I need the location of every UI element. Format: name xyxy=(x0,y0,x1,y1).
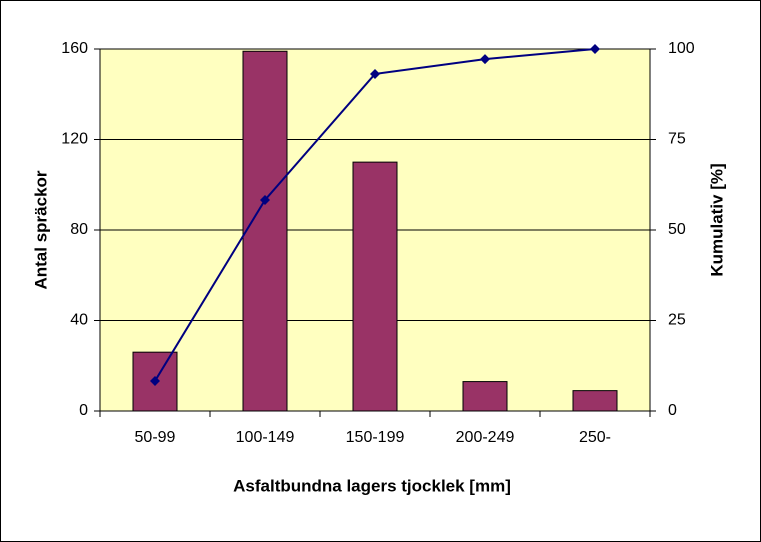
y2-tick-label: 50 xyxy=(668,221,686,238)
x-tick-label: 150-199 xyxy=(346,429,405,446)
y2-tick-label: 25 xyxy=(668,312,686,329)
marker xyxy=(480,54,490,65)
marker xyxy=(370,68,380,79)
y-axis-title: Antal spräckor xyxy=(31,170,50,289)
y-tick-label: 80 xyxy=(70,221,88,238)
marker xyxy=(260,194,270,205)
y2-tick-label: 75 xyxy=(668,131,686,148)
y2-tick-label: 100 xyxy=(668,40,695,57)
y-tick-label: 160 xyxy=(61,40,88,57)
x-axis-title: Asfaltbundna lagers tjocklek [mm] xyxy=(233,476,511,495)
y2-tick-label: 0 xyxy=(668,402,677,419)
y-tick-label: 120 xyxy=(61,131,88,148)
bar xyxy=(242,50,288,412)
y-tick-label: 40 xyxy=(70,312,88,329)
x-tick-label: 100-149 xyxy=(236,429,295,446)
y-tick-label: 0 xyxy=(79,402,88,419)
marker xyxy=(590,44,600,54)
marker xyxy=(150,375,160,386)
y2-axis-title: Kumulativ [%] xyxy=(707,163,726,276)
bar xyxy=(462,381,508,412)
bar xyxy=(132,351,178,412)
bar xyxy=(352,161,398,412)
x-tick-label: 250- xyxy=(579,429,611,446)
x-tick-label: 50-99 xyxy=(135,429,176,446)
bar xyxy=(572,390,618,412)
x-tick-label: 200-249 xyxy=(456,429,515,446)
